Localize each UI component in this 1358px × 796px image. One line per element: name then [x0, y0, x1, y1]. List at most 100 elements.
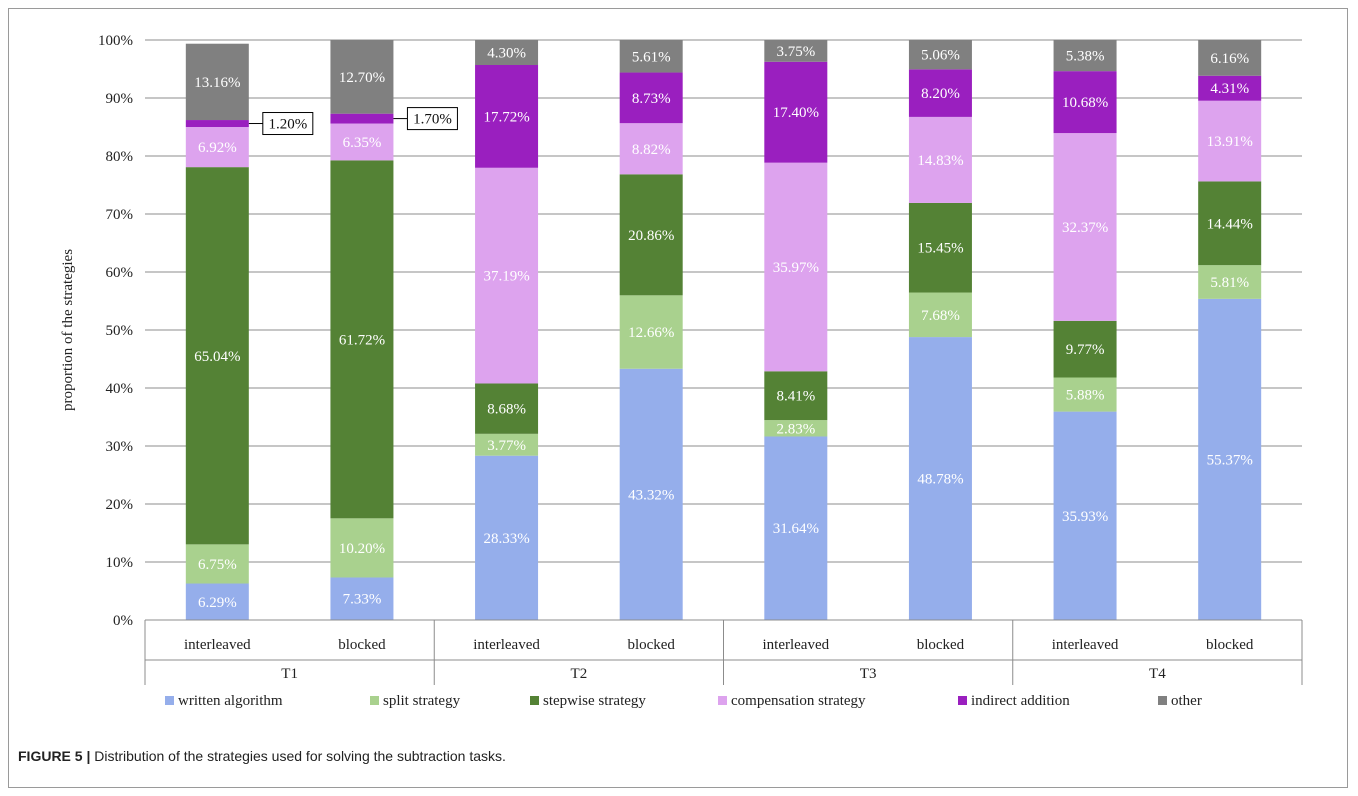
data-label: 10.20%	[339, 541, 385, 557]
bar-stepwise-strategy-0	[185, 167, 249, 545]
bar-split-strategy-2	[475, 433, 539, 456]
legend-label: written algorithm	[178, 693, 283, 709]
data-label: 8.41%	[776, 389, 815, 405]
data-label: 43.32%	[628, 487, 674, 503]
legend-label: other	[1171, 693, 1202, 709]
data-label: 12.70%	[339, 70, 385, 86]
data-label: 6.35%	[343, 135, 382, 151]
data-label: 55.37%	[1207, 452, 1253, 468]
data-label: 6.92%	[198, 140, 237, 156]
caption-label: FIGURE 5 |	[18, 748, 91, 764]
x-category-label: interleaved	[473, 637, 540, 653]
x-group-label: T4	[1149, 666, 1166, 682]
legend-label: compensation strategy	[731, 693, 866, 709]
data-label: 10.68%	[1062, 95, 1108, 111]
legend-swatch-other	[1158, 696, 1167, 705]
y-tick-label: 30%	[106, 439, 134, 455]
bar-stepwise-strategy-2	[475, 383, 539, 434]
legend: written algorithm split strategy stepwise …	[165, 693, 1202, 709]
bar-stepwise-strategy-7	[1198, 181, 1262, 266]
bar-indirect-addition-1	[330, 113, 394, 124]
data-label: 7.33%	[343, 592, 382, 608]
x-category-label: interleaved	[184, 637, 251, 653]
data-label: 14.44%	[1207, 216, 1253, 232]
bar-compensation-strategy-3	[619, 123, 683, 175]
data-label: 2.83%	[776, 421, 815, 437]
data-label: 20.86%	[628, 228, 674, 244]
x-category-label: blocked	[627, 637, 675, 653]
legend-swatch-compensation-strategy	[718, 696, 727, 705]
x-group-label: T1	[281, 666, 298, 682]
bar-compensation-strategy-4	[764, 162, 828, 372]
bar-split-strategy-4	[764, 420, 828, 437]
bar-other-4	[764, 40, 828, 62]
data-label: 31.64%	[773, 521, 819, 537]
bar-compensation-strategy-5	[908, 116, 972, 203]
data-label: 61.72%	[339, 332, 385, 348]
data-label: 15.45%	[917, 241, 963, 257]
bar-other-0	[185, 43, 249, 121]
legend-label: split strategy	[383, 693, 461, 709]
data-label: 3.75%	[776, 44, 815, 60]
bar-indirect-addition-6	[1053, 71, 1117, 134]
legend-swatch-written-algorithm	[165, 696, 174, 705]
data-label: 8.68%	[487, 402, 526, 418]
bar-written-algorithm-6	[1053, 411, 1117, 620]
callout-box	[262, 112, 314, 136]
data-label: 4.31%	[1210, 81, 1249, 97]
bar-compensation-strategy-7	[1198, 100, 1262, 182]
bar-split-strategy-7	[1198, 265, 1262, 299]
bar-written-algorithm-4	[764, 436, 828, 620]
bar-stepwise-strategy-1	[330, 160, 394, 519]
y-tick-label: 40%	[106, 381, 134, 397]
y-tick-label: 90%	[106, 91, 134, 107]
data-label: 35.97%	[773, 260, 819, 276]
x-group-label: T2	[571, 666, 588, 682]
data-label: 5.88%	[1066, 388, 1105, 404]
bar-other-2	[475, 40, 539, 65]
y-tick-label: 0%	[113, 613, 133, 629]
legend-swatch-stepwise-strategy	[530, 696, 539, 705]
data-label: 35.93%	[1062, 509, 1108, 525]
data-label: 8.73%	[632, 91, 671, 107]
y-tick-label: 80%	[106, 149, 134, 165]
x-category-label: interleaved	[1052, 637, 1119, 653]
y-tick-label: 70%	[106, 207, 134, 223]
data-label: 13.91%	[1207, 134, 1253, 150]
data-label: 9.77%	[1066, 342, 1105, 358]
y-tick-label: 100%	[98, 33, 133, 49]
x-category-label: interleaved	[762, 637, 829, 653]
data-label: 32.37%	[1062, 220, 1108, 236]
bar-stepwise-strategy-6	[1053, 320, 1117, 378]
x-category-label: blocked	[338, 637, 386, 653]
axes: 0% 10% 20% 30% 40% 50% 60% 70% 80% 90% 100% proport…	[60, 33, 1303, 685]
x-group-label: T3	[860, 666, 877, 682]
data-label: 3.77%	[487, 438, 526, 454]
data-label: 17.72%	[483, 109, 529, 125]
bar-written-algorithm-0	[185, 583, 249, 620]
data-labels: 6.29% 6.75% 65.04% 6.92% 1.20% 13.16% 7.33% 10.…	[194, 44, 1253, 611]
data-label: 6.16%	[1210, 51, 1249, 67]
bar-stepwise-strategy-4	[764, 371, 828, 421]
data-label: 1.20%	[268, 117, 307, 133]
data-label: 8.82%	[632, 142, 671, 158]
y-tick-label: 50%	[106, 323, 134, 339]
bar-indirect-addition-4	[764, 61, 828, 163]
data-label: 1.70%	[413, 112, 452, 128]
data-label: 37.19%	[483, 269, 529, 285]
bar-split-strategy-5	[908, 292, 972, 338]
y-tick-label: 60%	[106, 265, 134, 281]
x-category-label: blocked	[917, 637, 965, 653]
data-label: 65.04%	[194, 349, 240, 365]
data-label: 5.61%	[632, 49, 671, 65]
y-axis-label: proportion of the strategies	[60, 249, 76, 411]
bar-written-algorithm-1	[330, 577, 394, 620]
data-label: 13.16%	[194, 75, 240, 91]
bar-indirect-addition-7	[1198, 75, 1262, 101]
data-label: 17.40%	[773, 105, 819, 121]
bar-written-algorithm-2	[475, 455, 539, 620]
y-tick-label: 20%	[106, 497, 134, 513]
bar-indirect-addition-2	[475, 64, 539, 168]
bar-stepwise-strategy-5	[908, 202, 972, 293]
bar-split-strategy-6	[1053, 377, 1117, 412]
